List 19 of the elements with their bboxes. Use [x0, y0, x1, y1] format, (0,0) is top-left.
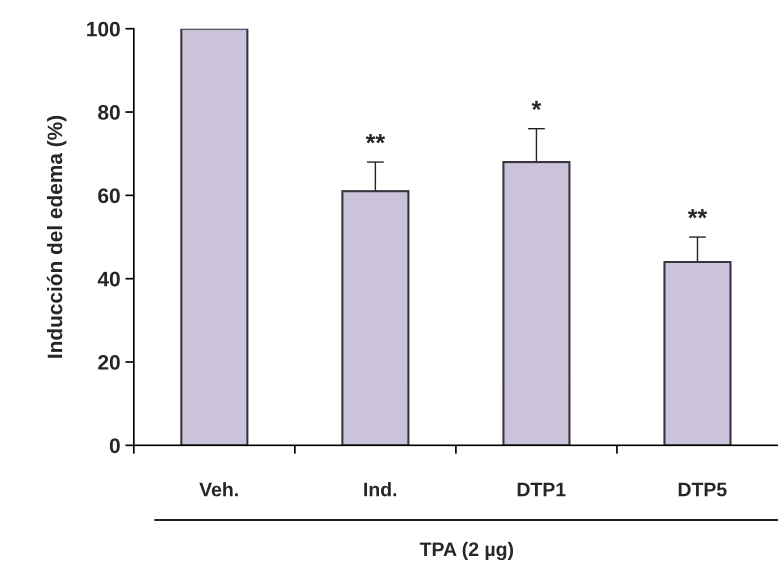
y-axis-title: Inducción del edema (%) — [46, 116, 66, 358]
x-tick-label: DTP5 — [678, 482, 727, 496]
bar — [341, 190, 410, 446]
x-tick-label: Veh. — [199, 482, 238, 496]
x-axis-title: TPA (2 µg) — [420, 542, 514, 560]
y-tick-label: 60 — [98, 188, 120, 204]
y-tick-label: 40 — [98, 272, 120, 286]
y-tick-label: 0 — [110, 438, 120, 454]
bar — [502, 160, 570, 446]
annotation: * — [532, 100, 542, 110]
y-tick-label: 100 — [87, 22, 120, 36]
bar — [180, 28, 248, 446]
bar — [663, 260, 732, 446]
annotation: ** — [366, 134, 386, 144]
x-tick-label: Ind. — [364, 482, 396, 496]
x-tick-label: DTP1 — [518, 482, 566, 496]
y-tick-label: 20 — [98, 355, 120, 370]
y-tick-label: 80 — [98, 105, 120, 120]
annotation: ** — [688, 209, 708, 218]
